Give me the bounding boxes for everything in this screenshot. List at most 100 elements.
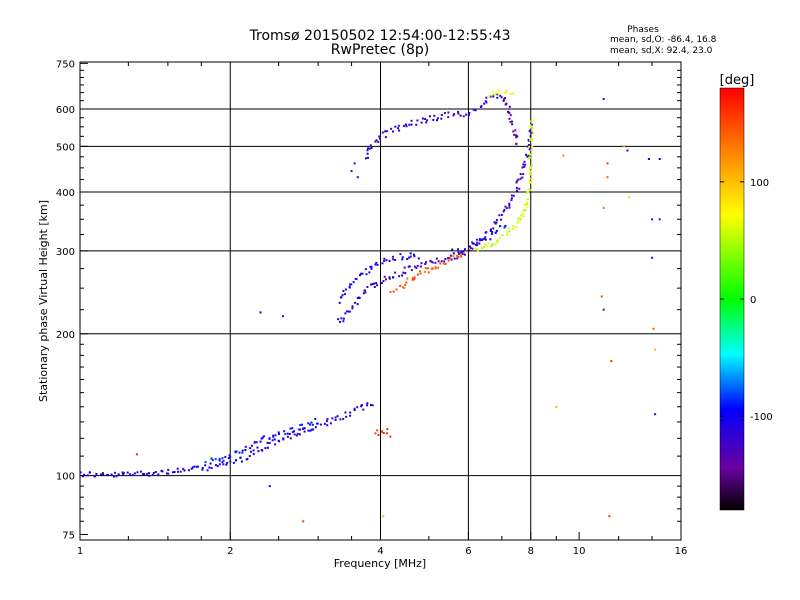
x-tick-label: 16 bbox=[675, 546, 688, 557]
echo-point bbox=[602, 98, 605, 100]
echo-point bbox=[336, 415, 339, 418]
echo-point bbox=[376, 284, 379, 287]
echo-point bbox=[351, 307, 354, 310]
echo-point bbox=[528, 130, 531, 133]
echo-point bbox=[334, 416, 337, 419]
echo-point bbox=[518, 220, 521, 223]
minor-ticks bbox=[80, 62, 681, 540]
echo-point bbox=[515, 136, 518, 139]
echo-point bbox=[628, 196, 631, 199]
echo-point bbox=[121, 471, 124, 474]
echo-point bbox=[522, 173, 525, 175]
echo-point bbox=[255, 441, 258, 444]
echo-point bbox=[440, 113, 443, 116]
echo-point bbox=[516, 221, 519, 224]
echo-point bbox=[505, 90, 508, 93]
echo-point bbox=[286, 432, 289, 435]
echo-point bbox=[375, 261, 378, 264]
echo-point bbox=[382, 515, 385, 518]
echo-point bbox=[398, 275, 401, 278]
echo-point bbox=[179, 470, 182, 473]
echo-point bbox=[526, 145, 529, 148]
echo-point bbox=[493, 94, 496, 97]
echo-point bbox=[562, 154, 565, 157]
echo-point bbox=[416, 273, 419, 276]
echo-point bbox=[126, 471, 129, 474]
y-tick-label: 300 bbox=[56, 247, 75, 258]
echo-point bbox=[366, 402, 369, 405]
echo-point bbox=[323, 422, 326, 425]
echo-point bbox=[252, 449, 255, 452]
chart-title: Tromsø 20150502 12:54:00-12:55:43 bbox=[249, 28, 511, 44]
echo-point bbox=[500, 213, 503, 216]
echo-point bbox=[173, 471, 176, 473]
echo-point bbox=[143, 473, 146, 475]
echo-point bbox=[511, 123, 514, 126]
echo-point bbox=[293, 430, 295, 433]
echo-point bbox=[195, 465, 198, 468]
echo-point bbox=[182, 467, 185, 470]
echo-point bbox=[226, 461, 229, 464]
echo-point bbox=[419, 270, 421, 273]
echo-point bbox=[515, 181, 518, 184]
echo-point bbox=[508, 202, 511, 205]
echo-point bbox=[366, 152, 369, 155]
echo-point bbox=[437, 260, 440, 263]
echo-point bbox=[201, 467, 204, 469]
echo-point bbox=[272, 436, 275, 439]
echo-point bbox=[227, 457, 230, 460]
echo-point bbox=[415, 267, 418, 269]
echo-point bbox=[381, 430, 384, 433]
echo-point bbox=[498, 237, 501, 239]
echo-point bbox=[452, 114, 455, 117]
echo-point bbox=[342, 317, 345, 320]
echo-point bbox=[289, 427, 292, 430]
x-axis-label: Frequency [MHz] bbox=[334, 557, 426, 570]
echo-point bbox=[519, 218, 522, 220]
echo-point bbox=[82, 475, 84, 478]
echo-point bbox=[416, 264, 419, 267]
echo-point bbox=[291, 431, 294, 434]
echo-point bbox=[521, 176, 524, 179]
echo-point bbox=[229, 455, 232, 458]
echo-point bbox=[425, 261, 427, 264]
echo-point bbox=[406, 258, 409, 260]
echo-point bbox=[471, 247, 474, 250]
echo-point bbox=[500, 218, 503, 221]
echo-point bbox=[504, 205, 507, 208]
echo-point bbox=[529, 172, 531, 175]
grid-lines bbox=[80, 62, 681, 540]
echo-point bbox=[210, 467, 213, 470]
echo-point bbox=[359, 274, 361, 277]
echo-point bbox=[337, 318, 340, 321]
echo-point bbox=[188, 469, 190, 472]
echo-point bbox=[489, 95, 492, 98]
echo-point bbox=[284, 433, 287, 435]
echo-point bbox=[133, 472, 136, 475]
echo-point bbox=[381, 262, 384, 265]
echo-point bbox=[465, 113, 468, 116]
echo-point bbox=[606, 176, 609, 179]
echo-point bbox=[341, 294, 344, 297]
echo-point bbox=[334, 419, 337, 421]
echo-point bbox=[366, 286, 369, 288]
x-axis-ticks: 1 2 4 6 8 10 16 bbox=[77, 532, 688, 557]
echo-point bbox=[532, 132, 535, 135]
echo-point bbox=[423, 270, 426, 273]
echo-point bbox=[382, 280, 385, 283]
x-tick-label: 1 bbox=[77, 546, 83, 557]
echo-point bbox=[503, 226, 506, 229]
echo-point bbox=[114, 471, 117, 474]
echo-point bbox=[427, 271, 430, 274]
echo-point bbox=[204, 464, 207, 467]
echo-point bbox=[528, 156, 531, 159]
echo-point bbox=[222, 463, 225, 466]
echo-point bbox=[530, 137, 533, 140]
echo-point bbox=[460, 251, 463, 254]
echo-point bbox=[316, 422, 319, 425]
echo-point bbox=[375, 282, 378, 285]
y-axis-label: Stationary phase Virtual Height [km] bbox=[37, 200, 50, 402]
echo-point bbox=[484, 100, 487, 103]
echo-point bbox=[374, 263, 377, 266]
echo-point bbox=[437, 266, 440, 269]
